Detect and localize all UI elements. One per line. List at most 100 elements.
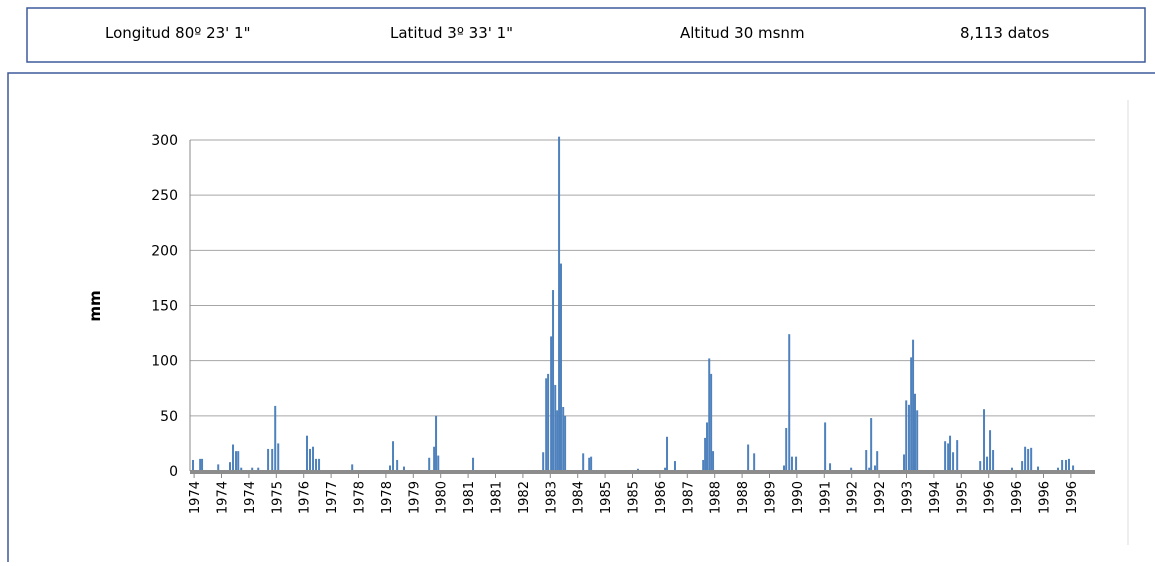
y-axis-label: mm: [86, 290, 104, 321]
bar: [435, 415, 438, 471]
x-tick-label: 1989: [763, 481, 778, 514]
bar: [437, 455, 440, 471]
x-tick-label: 1978: [380, 481, 395, 514]
x-tick-label: 1993: [900, 481, 915, 514]
data-count: 8,113 datos: [960, 24, 1049, 42]
bar: [1030, 447, 1033, 471]
bar: [351, 464, 354, 471]
x-tick-label: 1979: [407, 481, 422, 514]
bar: [664, 467, 667, 471]
y-tick-label: 50: [160, 409, 178, 425]
bar: [232, 444, 235, 471]
bar: [433, 446, 436, 471]
x-tick-label: 1996: [983, 481, 998, 514]
bar: [666, 436, 669, 471]
bar: [564, 415, 567, 471]
bar: [753, 453, 756, 471]
bar: [552, 290, 555, 471]
bar: [903, 454, 906, 471]
bar: [582, 453, 585, 471]
bar: [785, 427, 788, 471]
bar: [876, 451, 879, 471]
bar: [1037, 466, 1040, 471]
bar: [747, 444, 750, 471]
bar: [783, 465, 786, 471]
y-tick-label: 100: [151, 354, 178, 370]
x-axis: [190, 470, 1095, 474]
x-tick-label: 1996: [1037, 481, 1052, 514]
x-tick-label: 1974: [243, 481, 258, 514]
bar: [702, 459, 705, 471]
x-tick-label: 1988: [709, 481, 724, 514]
x-tick-label: 1986: [654, 481, 669, 514]
x-tick-label: 1978: [353, 481, 368, 514]
chart-frame: [7, 72, 1155, 562]
info-box: [26, 7, 1146, 63]
bar: [1021, 461, 1024, 471]
bar: [910, 357, 913, 471]
bar: [271, 448, 274, 471]
plot: 0 50 100 150 200 250 300 1974 1974 1974 1975 1976 19…: [151, 133, 1095, 514]
x-tick-label: 1992: [846, 481, 861, 514]
x-tick-label: 1980: [435, 481, 450, 514]
bar: [913, 393, 916, 471]
bar: [944, 441, 947, 471]
bar: [979, 461, 982, 471]
bar: [257, 467, 260, 471]
bar: [315, 458, 318, 471]
x-tick-label: 1974: [188, 481, 203, 514]
bar: [547, 373, 550, 471]
bar: [192, 459, 195, 471]
bar: [992, 450, 995, 471]
y-tick-label: 0: [169, 464, 178, 480]
bar: [636, 468, 639, 471]
bar: [956, 440, 959, 471]
bar: [428, 457, 431, 471]
bar: [309, 448, 312, 471]
x-tick-label: 1974: [216, 481, 231, 514]
y-tick-label: 250: [151, 188, 178, 204]
bar: [907, 404, 910, 471]
bar: [562, 407, 565, 471]
bar: [392, 441, 395, 471]
x-tick-label: 1982: [517, 481, 532, 514]
bar: [312, 446, 315, 471]
bar: [217, 464, 220, 471]
bar: [590, 456, 593, 471]
bar: [542, 452, 545, 471]
x-tick-label: 1987: [681, 481, 696, 514]
bar: [1064, 459, 1067, 471]
x-tick-label: 1995: [955, 481, 970, 514]
x-tick-label: 1996: [1010, 481, 1025, 514]
bar: [989, 430, 992, 471]
x-tick-label: 1977: [325, 481, 340, 514]
bar: [850, 467, 853, 471]
bar: [1072, 465, 1075, 471]
bar: [550, 336, 553, 471]
bar: [556, 410, 559, 471]
bar: [824, 422, 827, 471]
bar: [472, 457, 475, 471]
bar: [790, 456, 793, 471]
x-tick-label: 1975: [270, 481, 285, 514]
y-tick-label: 150: [151, 299, 178, 315]
bar: [952, 452, 955, 471]
bar: [389, 465, 392, 471]
x-tick-label: 1991: [818, 481, 833, 514]
bar: [916, 410, 919, 471]
latitude: Latitud 3º 33' 1": [390, 24, 513, 42]
bar: [912, 339, 915, 471]
bar: [868, 467, 871, 471]
bar: [865, 450, 868, 471]
bar: [237, 451, 240, 471]
bar: [788, 334, 791, 471]
x-tick-label: 1985: [599, 481, 614, 514]
bar: [947, 443, 950, 471]
x-tick-label: 1985: [626, 481, 641, 514]
x-tick-label: 1981: [462, 481, 477, 514]
bar: [983, 409, 986, 471]
bar: [199, 458, 202, 471]
bar: [545, 378, 548, 471]
